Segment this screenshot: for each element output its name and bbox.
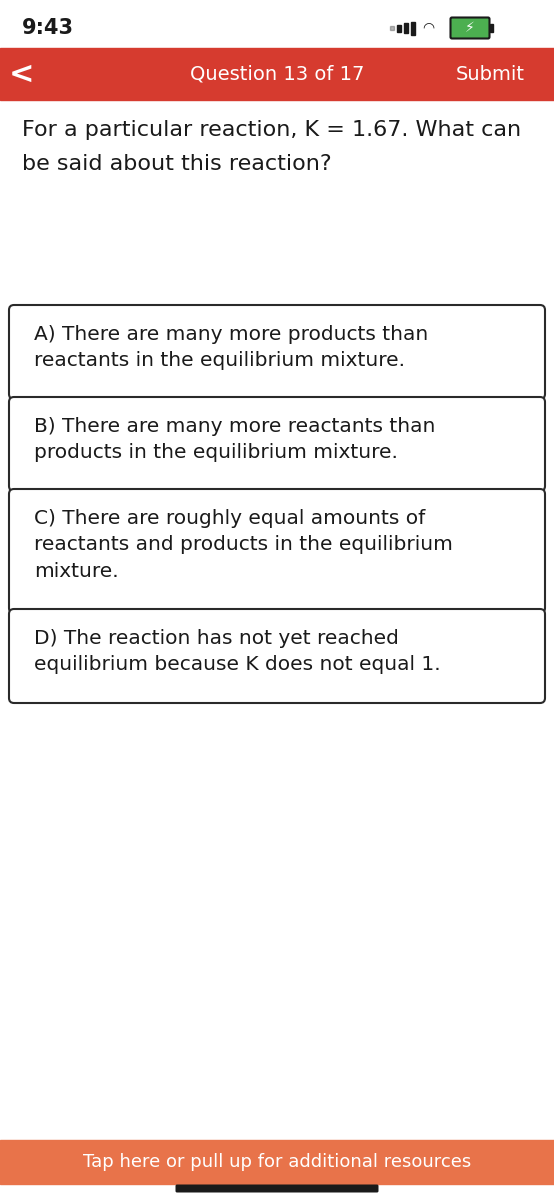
- FancyBboxPatch shape: [9, 608, 545, 703]
- Text: Submit: Submit: [455, 65, 525, 84]
- Text: For a particular reaction, K = 1.67. What can: For a particular reaction, K = 1.67. Wha…: [22, 120, 521, 140]
- Bar: [0, 1140, 554, 1184]
- Bar: [397, 24, 401, 31]
- Text: <: <: [9, 60, 35, 89]
- FancyBboxPatch shape: [450, 18, 490, 38]
- Text: B) There are many more reactants than
products in the equilibrium mixture.: B) There are many more reactants than pr…: [34, 416, 435, 462]
- Text: D) The reaction has not yet reached
equilibrium because K does not equal 1.: D) The reaction has not yet reached equi…: [34, 629, 440, 674]
- FancyBboxPatch shape: [176, 1184, 378, 1193]
- Bar: [411, 22, 415, 35]
- Text: C) There are roughly equal amounts of
reactants and products in the equilibrium
: C) There are roughly equal amounts of re…: [34, 509, 453, 581]
- Bar: [404, 23, 408, 32]
- FancyBboxPatch shape: [9, 397, 545, 491]
- Bar: [390, 26, 394, 30]
- Text: A) There are many more products than
reactants in the equilibrium mixture.: A) There are many more products than rea…: [34, 325, 428, 371]
- Text: Question 13 of 17: Question 13 of 17: [190, 65, 364, 84]
- FancyBboxPatch shape: [9, 490, 545, 613]
- Bar: [490, 24, 493, 31]
- FancyBboxPatch shape: [9, 305, 545, 398]
- Text: ◠: ◠: [422, 20, 434, 35]
- Bar: [0, 48, 554, 100]
- Text: ⚡: ⚡: [465, 20, 475, 35]
- Text: 9:43: 9:43: [22, 18, 74, 38]
- Text: be said about this reaction?: be said about this reaction?: [22, 154, 332, 174]
- Text: Tap here or pull up for additional resources: Tap here or pull up for additional resou…: [83, 1153, 471, 1171]
